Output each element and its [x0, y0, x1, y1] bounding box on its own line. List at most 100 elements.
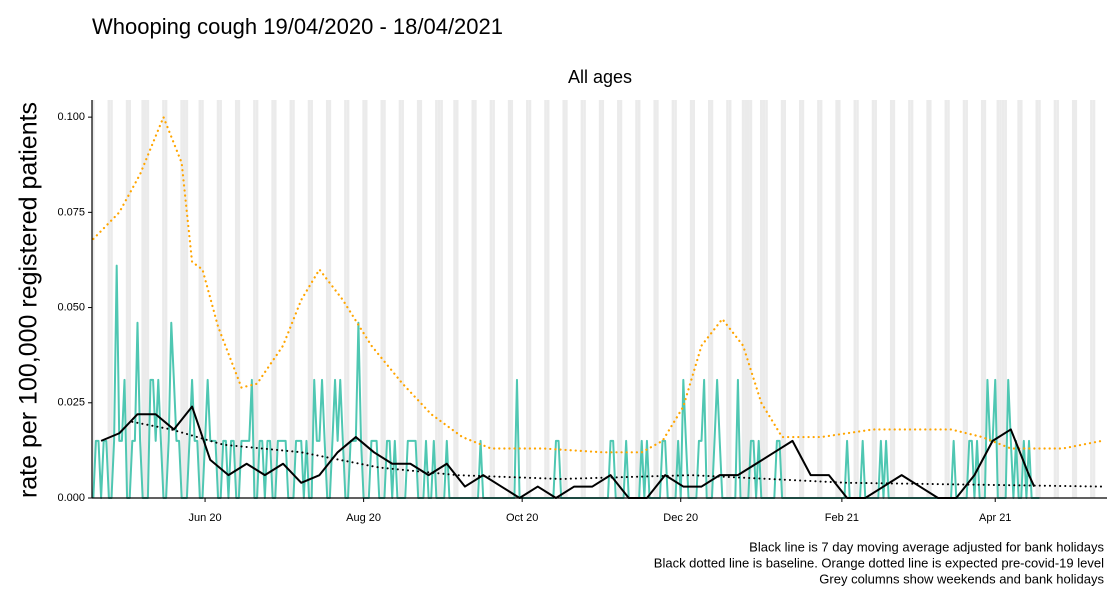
- shade-column: [674, 100, 677, 498]
- shade-column: [708, 100, 711, 498]
- shade-layer: [92, 100, 1096, 498]
- shade-column: [874, 100, 877, 498]
- shade-column: [817, 100, 820, 498]
- shade-column: [1004, 100, 1007, 498]
- shade-column: [528, 100, 532, 498]
- shade-column: [271, 100, 274, 498]
- shade-column: [273, 100, 277, 498]
- shade-column: [544, 100, 547, 498]
- shade-column: [928, 100, 932, 498]
- shade-column: [580, 100, 584, 498]
- shade-column: [656, 100, 659, 498]
- shade-column: [492, 100, 495, 498]
- shade-column: [653, 100, 657, 498]
- shade-column: [435, 100, 438, 498]
- annotation: Grey columns show weekends and bank holi…: [819, 571, 1104, 586]
- shade-column: [741, 100, 745, 498]
- shade-column: [110, 100, 113, 498]
- shade-column: [219, 100, 222, 498]
- shade-column: [289, 100, 293, 498]
- shade-column: [546, 100, 550, 498]
- shade-column: [474, 100, 477, 498]
- y-tick-label: 0.050: [57, 301, 85, 313]
- shade-column: [507, 100, 511, 498]
- shade-column: [180, 100, 183, 498]
- shade-column: [637, 100, 641, 498]
- shade-column: [747, 100, 750, 498]
- x-tick-label: Jun 20: [189, 512, 222, 524]
- shade-column: [328, 100, 332, 498]
- shade-column: [419, 100, 423, 498]
- shade-column: [798, 100, 802, 498]
- shade-column: [107, 100, 111, 498]
- shade-column: [565, 100, 568, 498]
- x-tick-label: Oct 20: [506, 512, 538, 524]
- shade-column: [856, 100, 859, 498]
- shade-column: [765, 100, 768, 498]
- shade-column: [601, 100, 605, 498]
- shade-column: [819, 100, 823, 498]
- shade-column: [510, 100, 514, 498]
- shade-column: [1071, 100, 1075, 498]
- shade-column: [164, 100, 168, 498]
- shade-column: [947, 100, 950, 498]
- shade-column: [892, 100, 896, 498]
- shade-column: [780, 100, 784, 498]
- shade-column: [237, 100, 241, 498]
- axis-layer: 0.000 0.025 0.050 0.075 0.100 Jun 20 Aug 20 Oct…: [57, 100, 1107, 586]
- shade-column: [671, 100, 675, 498]
- series-line: [92, 116, 1103, 454]
- mark-layer: [92, 116, 1103, 499]
- shade-column: [1019, 100, 1023, 498]
- shade-column: [344, 100, 347, 498]
- shade-column: [889, 100, 893, 498]
- shade-column: [783, 100, 786, 498]
- shade-column: [996, 100, 1000, 498]
- shade-column: [146, 100, 150, 498]
- shade-column: [853, 100, 857, 498]
- x-tick-label: Feb 21: [825, 512, 859, 524]
- shade-column: [380, 100, 384, 498]
- series-line: [131, 420, 1103, 488]
- shade-column: [749, 100, 753, 498]
- shade-column: [253, 100, 256, 498]
- annotation: Black dotted line is baseline. Orange do…: [654, 555, 1104, 570]
- shade-column: [143, 100, 147, 498]
- shade-column: [383, 100, 386, 498]
- x-tick-label: Dec 20: [663, 512, 698, 524]
- shade-column: [489, 100, 493, 498]
- shade-column: [983, 100, 987, 498]
- shade-column: [307, 100, 311, 498]
- shade-column: [185, 100, 189, 498]
- shade-column: [689, 100, 693, 498]
- shade-column: [762, 100, 766, 498]
- shade-column: [583, 100, 586, 498]
- shade-column: [617, 100, 620, 498]
- shade-column: [401, 100, 404, 498]
- shade-column: [362, 100, 365, 498]
- shade-column: [292, 100, 295, 498]
- shade-column: [619, 100, 623, 498]
- shade-column: [1092, 100, 1096, 498]
- shade-column: [346, 100, 350, 498]
- shade-column: [1017, 100, 1020, 498]
- shade-column: [635, 100, 638, 498]
- y-tick-label: 0.100: [57, 111, 85, 123]
- series-line: [100, 405, 1036, 499]
- shade-column: [453, 100, 456, 498]
- shade-column: [837, 100, 841, 498]
- chart-title: Whooping cough 19/04/2020 - 18/04/2021: [92, 14, 503, 39]
- shade-column: [980, 100, 984, 498]
- y-axis-label: rate per 100,000 registered patients: [15, 102, 43, 498]
- shade-column: [398, 100, 402, 498]
- x-tick-label: Aug 20: [346, 512, 381, 524]
- shade-column: [1038, 100, 1041, 498]
- shade-column: [1001, 100, 1005, 498]
- shade-column: [1074, 100, 1078, 498]
- shade-column: [92, 100, 95, 498]
- shade-column: [325, 100, 329, 498]
- shade-column: [182, 100, 186, 498]
- shade-column: [562, 100, 566, 498]
- shade-column: [598, 100, 602, 498]
